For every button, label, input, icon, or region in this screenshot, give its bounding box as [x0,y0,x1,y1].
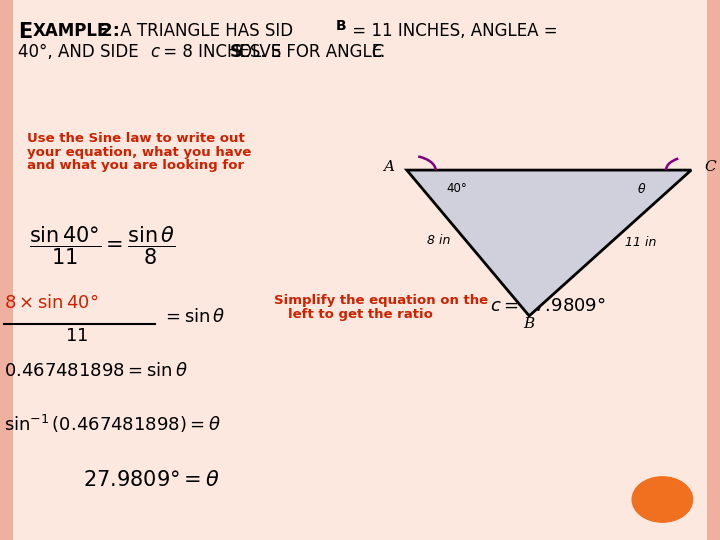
Bar [0,0,13,540]
Text: 11 in: 11 in [624,237,656,249]
Text: B: B [336,19,346,33]
Text: Simplify the equation on the: Simplify the equation on the [274,294,487,307]
Text: 2:: 2: [94,22,120,39]
Text: B: B [523,317,535,331]
Text: XAMPLE: XAMPLE [33,22,109,39]
Text: .: . [379,43,384,61]
Text: your equation, what you have: your equation, what you have [27,146,252,159]
Text: A: A [383,160,394,174]
Bar [707,0,720,540]
Text: 40°: 40° [446,182,467,195]
Text: $c = 27.9809°$: $c = 27.9809°$ [490,297,606,315]
Text: $8 \times \sin 40°$: $8 \times \sin 40°$ [4,294,98,312]
Text: A TRIANGLE HAS SID: A TRIANGLE HAS SID [115,22,293,39]
Text: $27.9809° = \theta$: $27.9809° = \theta$ [83,470,220,490]
Text: 40°, AND SIDE: 40°, AND SIDE [18,43,144,61]
Text: $= \sin \theta$: $= \sin \theta$ [162,308,225,326]
Text: c: c [150,43,159,61]
Text: = 8 INCHES. S: = 8 INCHES. S [158,43,282,61]
Text: = 11 INCHES, ANGLEA =: = 11 INCHES, ANGLEA = [347,22,558,39]
Polygon shape [407,170,691,316]
Text: $0.467481898 = \sin \theta$: $0.467481898 = \sin \theta$ [4,362,187,380]
Text: C: C [371,43,382,61]
Text: $\dfrac{\sin 40°}{11} = \dfrac{\sin \theta}{8}$: $\dfrac{\sin 40°}{11} = \dfrac{\sin \the… [29,224,176,267]
Text: $\sin^{-1}(0.467481898) = \theta$: $\sin^{-1}(0.467481898) = \theta$ [4,413,220,435]
Text: E: E [18,22,32,42]
Text: OLVE FOR ANGLE: OLVE FOR ANGLE [239,43,387,61]
Text: C: C [704,160,716,174]
Text: 8 in: 8 in [427,234,450,247]
Text: Use the Sine law to write out: Use the Sine law to write out [27,132,245,145]
Text: $11$: $11$ [65,327,88,345]
Text: S: S [230,43,243,61]
Text: left to get the ratio: left to get the ratio [288,308,433,321]
Text: and what you are looking for: and what you are looking for [27,159,245,172]
Text: $\theta$: $\theta$ [637,182,647,196]
Circle shape [632,477,693,522]
